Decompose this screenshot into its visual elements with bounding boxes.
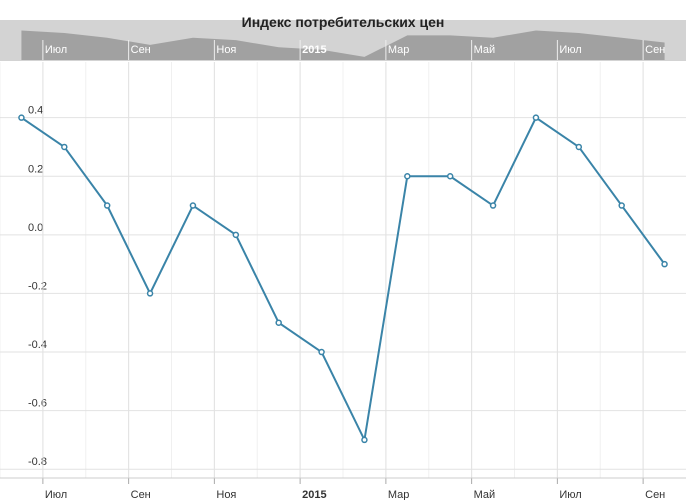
y-tick-label: 0.0 bbox=[28, 222, 43, 234]
point bbox=[661, 260, 668, 268]
navigator-label: Июл bbox=[559, 44, 581, 56]
navigator-area bbox=[21, 30, 665, 60]
x-tick-label: Сен bbox=[131, 489, 151, 500]
point bbox=[446, 173, 454, 180]
point bbox=[146, 290, 154, 297]
point bbox=[18, 114, 25, 121]
navigator-label: Сен bbox=[131, 44, 151, 56]
point bbox=[103, 202, 111, 209]
x-tick-label: Мар bbox=[388, 489, 410, 500]
point bbox=[189, 202, 197, 209]
point bbox=[232, 231, 240, 239]
x-tick-label: 2015 bbox=[302, 489, 326, 500]
y-tick-label: 0.2 bbox=[28, 163, 43, 175]
point bbox=[532, 114, 540, 121]
navigator-label: Июл bbox=[45, 44, 67, 56]
x-tick-label: Ноя bbox=[216, 489, 236, 500]
navigator-label: Мар bbox=[388, 44, 410, 56]
x-tick-label: Сен bbox=[645, 489, 665, 500]
point bbox=[318, 348, 325, 356]
point bbox=[275, 319, 282, 326]
x-tick-label: Июл bbox=[559, 489, 581, 500]
y-tick-label: 0.4 bbox=[28, 105, 43, 117]
y-tick-label: -0.6 bbox=[28, 398, 47, 410]
point bbox=[618, 202, 625, 209]
point bbox=[361, 436, 368, 444]
chart-title: Индекс потребительских цен bbox=[242, 14, 445, 30]
series-line bbox=[20, 116, 666, 444]
point bbox=[489, 202, 497, 209]
point bbox=[61, 143, 68, 151]
y-tick-label: -0.2 bbox=[28, 280, 47, 292]
point bbox=[404, 173, 411, 180]
navigator-label: Ноя bbox=[216, 44, 236, 56]
y-tick-label: -0.4 bbox=[28, 339, 47, 351]
y-tick-label: -0.8 bbox=[28, 456, 47, 468]
point bbox=[575, 143, 583, 151]
navigator-label: Май bbox=[474, 44, 496, 56]
x-tick-label: Июл bbox=[45, 489, 67, 500]
navigator-label: 2015 bbox=[302, 44, 326, 56]
navigator-label: Сен bbox=[645, 44, 665, 56]
x-tick-label: Май bbox=[474, 489, 496, 500]
